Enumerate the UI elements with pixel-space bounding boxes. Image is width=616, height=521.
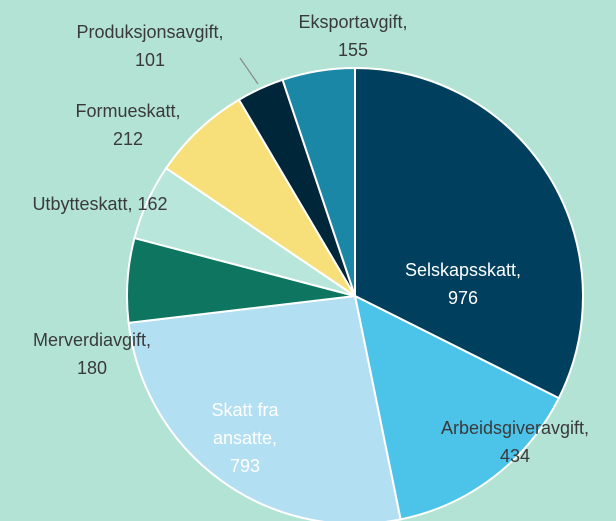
slice xyxy=(353,294,561,521)
value-label: 101 xyxy=(134,50,166,70)
data-label: Produksjonsavgift, 101 xyxy=(50,18,250,74)
value-label: 155 xyxy=(337,40,369,60)
data-label: Eksportavgift, 155 xyxy=(273,8,433,64)
value-label: 976 xyxy=(447,288,479,308)
slice xyxy=(127,294,402,521)
slice xyxy=(281,66,356,297)
data-label: Selskapsskatt, 976 xyxy=(383,256,543,312)
data-label: Merverdiavgift, 180 xyxy=(7,326,177,382)
category-label: Formueskatt, xyxy=(75,101,181,121)
category-label: Skatt fra ansatte, xyxy=(211,400,279,448)
slice xyxy=(164,98,356,297)
slices xyxy=(126,66,584,521)
data-label: Utbytteskatt, 162 xyxy=(0,190,200,218)
category-label: Eksportavgift, xyxy=(298,12,408,32)
category-label: Utbytteskatt, xyxy=(32,194,133,214)
value-label: 793 xyxy=(229,456,261,476)
category-label: Arbeidsgiveravgift, xyxy=(440,418,590,438)
value-label: 434 xyxy=(499,446,531,466)
data-label: Arbeidsgiveravgift, 434 xyxy=(415,414,615,470)
category-label: Selskapsskatt, xyxy=(404,260,522,280)
data-label: Formueskatt, 212 xyxy=(53,97,203,153)
leader-line xyxy=(239,57,259,85)
value-label: 162 xyxy=(137,194,168,214)
category-label: Merverdiavgift, xyxy=(32,330,152,350)
value-label: 212 xyxy=(112,129,144,149)
value-label: 180 xyxy=(76,358,108,378)
category-label: Produksjonsavgift, xyxy=(76,22,224,42)
data-label: Skatt fra ansatte, 793 xyxy=(200,396,290,480)
slice xyxy=(354,66,584,400)
